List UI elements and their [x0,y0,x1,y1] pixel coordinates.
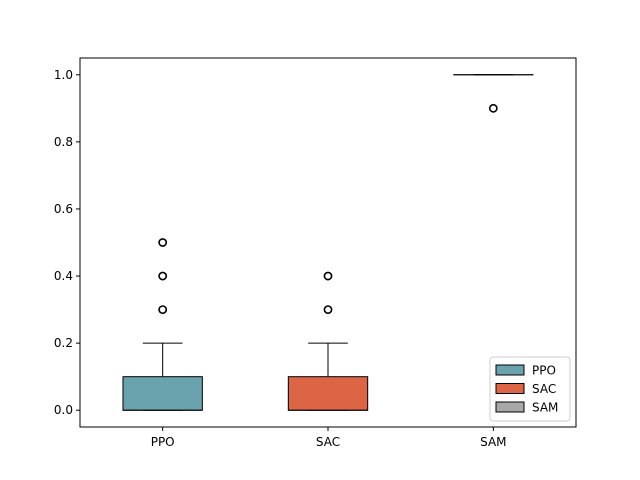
y-tick-label: 0.8 [54,135,73,149]
outlier-point [323,271,333,281]
legend: PPO SAC SAM [489,356,571,422]
box-ppo [122,238,203,411]
box-body [287,376,369,411]
legend-label-ppo: PPO [532,364,556,378]
legend-label-sac: SAC [532,382,556,396]
legend-swatch-sam [495,401,525,413]
legend-swatch-sac [495,383,525,394]
x-tick-label: SAC [316,435,340,449]
outlier-point [488,103,498,113]
legend-swatch-ppo [495,364,525,376]
outlier-point [158,238,168,247]
y-tick-label: 0.0 [54,403,73,417]
y-axis: 0.0 0.2 0.4 0.6 0.8 1.0 [54,68,80,417]
box-body [122,376,203,411]
outlier-point [158,305,168,314]
box-sam [453,74,534,113]
y-tick-label: 0.2 [54,336,73,350]
x-tick-label: SAM [480,435,506,449]
plot-frame [79,57,577,428]
y-tick-label: 1.0 [54,68,73,82]
legend-label-sam: SAM [532,401,558,415]
boxes-layer [122,74,534,411]
box-sac [287,271,369,411]
x-axis: PPO SAC SAM [151,427,507,449]
y-tick-label: 0.4 [54,269,73,283]
outlier-point [323,305,333,314]
outlier-point [158,271,168,281]
x-tick-label: PPO [151,435,175,449]
y-tick-label: 0.6 [54,202,73,216]
